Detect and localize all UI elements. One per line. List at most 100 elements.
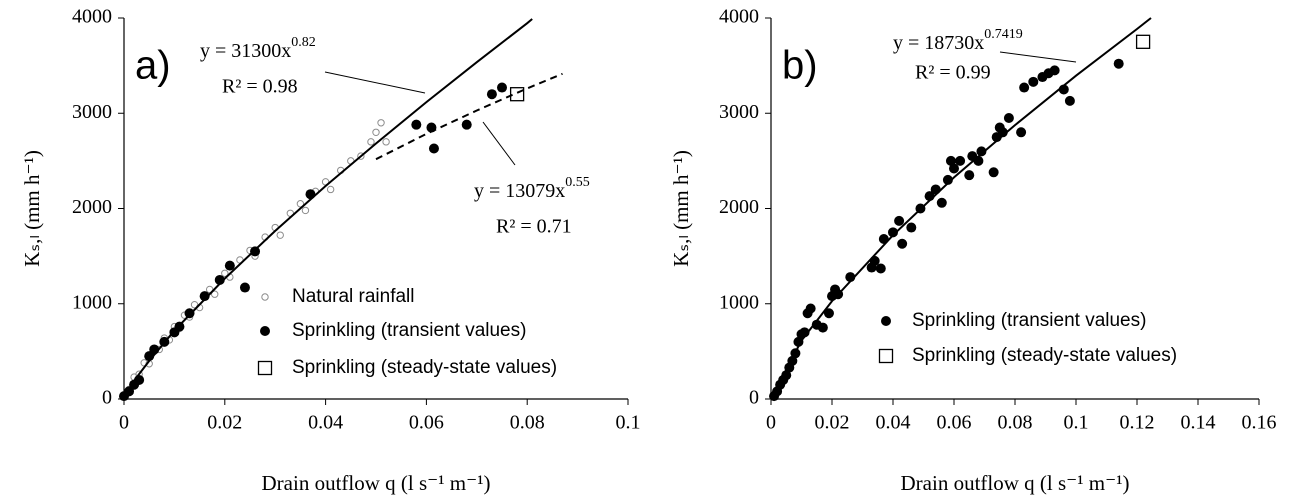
data-point xyxy=(411,119,422,130)
data-point xyxy=(509,87,525,102)
data-point xyxy=(382,138,390,146)
data-point xyxy=(930,184,941,195)
legend-label: Sprinkling (steady-state values) xyxy=(292,357,557,378)
y-tick-label: 3000 xyxy=(72,101,112,123)
panel-label: b) xyxy=(782,44,818,88)
x-tick-label: 0.02 xyxy=(815,412,850,434)
data-point xyxy=(949,163,959,174)
data-point xyxy=(1064,95,1075,106)
data-point xyxy=(805,303,816,314)
legend-marker xyxy=(257,360,273,376)
data-point xyxy=(1019,82,1030,93)
x-tick-label: 0.06 xyxy=(409,412,444,434)
y-tick-label: 4000 xyxy=(719,6,759,28)
legend-label: Sprinkling (transient values) xyxy=(292,320,526,341)
fit-line xyxy=(375,72,563,161)
data-point xyxy=(945,155,956,166)
x-tick-label: 0.14 xyxy=(1181,412,1216,434)
data-point xyxy=(894,215,905,226)
data-point xyxy=(936,197,947,208)
legend-marker xyxy=(878,348,894,364)
data-point xyxy=(301,206,310,215)
data-point xyxy=(823,308,834,319)
y-axis-label: Kₛ,ₗ (mm h⁻¹) xyxy=(669,150,693,267)
data-point xyxy=(1003,113,1014,124)
data-point xyxy=(955,155,966,166)
equation-text: y = 18730x xyxy=(893,32,984,54)
x-tick-label: 0.04 xyxy=(308,412,343,434)
legend-label: Sprinkling (steady-state values) xyxy=(912,345,1177,366)
data-point xyxy=(1016,127,1027,138)
data-point xyxy=(276,231,284,239)
x-tick-label: 0 xyxy=(766,412,776,434)
data-point xyxy=(497,82,507,93)
legend-marker xyxy=(261,293,269,301)
y-tick-label: 0 xyxy=(102,387,112,409)
equation-exponent: 0.7419 xyxy=(984,27,1023,42)
equation-exponent: 0.55 xyxy=(565,175,590,190)
data-point xyxy=(372,128,380,137)
fit-equation: y = 18730x0.7419 xyxy=(893,27,1023,53)
legend-label: Natural rainfall xyxy=(292,286,415,307)
equation-exponent: 0.82 xyxy=(291,35,316,50)
data-point xyxy=(377,119,385,127)
data-point xyxy=(976,146,987,157)
equation-text: y = 31300x xyxy=(200,40,291,62)
x-tick-label: 0.04 xyxy=(876,412,911,434)
x-tick-label: 0.1 xyxy=(1064,412,1089,434)
fit-r2: R² = 0.98 xyxy=(222,76,298,98)
legend-marker xyxy=(881,316,891,326)
data-point xyxy=(211,290,219,298)
y-tick-label: 1000 xyxy=(719,291,759,313)
panel-label: a) xyxy=(135,44,171,88)
legend-marker xyxy=(260,326,270,336)
data-point xyxy=(997,127,1008,138)
x-tick-label: 0.08 xyxy=(998,412,1033,434)
data-point xyxy=(428,143,439,154)
data-point xyxy=(1028,76,1039,87)
data-point xyxy=(199,291,210,302)
data-point xyxy=(888,227,898,238)
x-tick-label: 0 xyxy=(119,412,129,434)
data-point xyxy=(817,322,828,333)
x-tick-label: 0.06 xyxy=(937,412,972,434)
y-tick-label: 0 xyxy=(749,387,759,409)
data-point xyxy=(224,260,235,271)
fit-equation: y = 31300x0.82 xyxy=(200,35,316,61)
x-axis-label: Drain outflow q (l s⁻¹ m⁻¹) xyxy=(901,471,1130,495)
y-tick-label: 1000 xyxy=(72,291,112,313)
y-tick-label: 2000 xyxy=(72,196,112,218)
x-tick-label: 0.16 xyxy=(1242,412,1277,434)
y-tick-label: 3000 xyxy=(719,101,759,123)
fit-line xyxy=(123,18,533,400)
data-point xyxy=(942,174,953,185)
x-tick-label: 0.1 xyxy=(616,412,641,434)
y-axis-label: Kₛ,ₗ (mm h⁻¹) xyxy=(20,150,44,267)
data-point xyxy=(367,138,375,146)
x-axis-label: Drain outflow q (l s⁻¹ m⁻¹) xyxy=(262,471,491,495)
y-tick-label: 2000 xyxy=(719,196,759,218)
data-point xyxy=(793,336,804,347)
data-point xyxy=(326,185,335,194)
data-point xyxy=(486,89,497,100)
fit-r2: R² = 0.99 xyxy=(915,62,991,84)
y-tick-label: 4000 xyxy=(72,6,112,28)
annotation-leader xyxy=(324,71,426,94)
data-point xyxy=(988,167,999,178)
data-point xyxy=(1113,58,1124,69)
data-point xyxy=(875,263,886,274)
equation-text: y = 13079x xyxy=(474,180,565,202)
data-point xyxy=(221,269,229,277)
data-point xyxy=(906,222,917,233)
x-tick-label: 0.08 xyxy=(510,412,545,434)
data-point xyxy=(1135,34,1151,49)
data-point xyxy=(239,282,250,293)
annotation-leader xyxy=(482,121,516,166)
data-point xyxy=(964,170,975,181)
fit-equation: y = 13079x0.55 xyxy=(474,175,590,201)
data-point xyxy=(897,238,908,249)
data-point xyxy=(357,152,365,160)
data-point xyxy=(1049,65,1060,76)
data-point xyxy=(184,308,195,319)
